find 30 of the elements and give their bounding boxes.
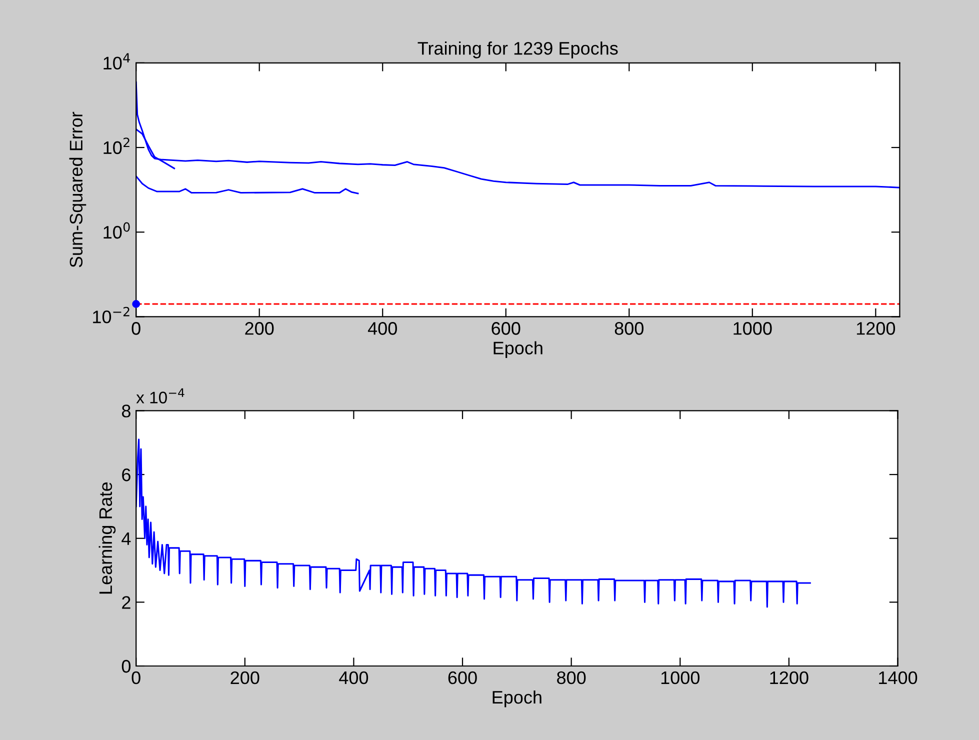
text: x 10$^{−4}$	[136, 388, 184, 404]
x-tick-label: 1000	[661, 671, 700, 684]
x-tick-label: 1000	[734, 322, 772, 335]
y-tick-label: 10$^{4}$	[104, 53, 130, 70]
y-axis-title: Learning Rate	[98, 482, 116, 594]
x-tick-label: 800	[614, 322, 644, 335]
chart-title: Training for 1239 Epochs	[418, 41, 618, 58]
y-tick-label: 0	[122, 660, 131, 673]
y-tick-label: 10$^{2}$	[104, 138, 130, 154]
y-tick-label: 8	[122, 404, 130, 418]
y-axis-title: Sum-Squared Error	[69, 112, 86, 268]
x-axis-title: Epoch	[494, 341, 542, 358]
x-tick-label: 600	[492, 322, 520, 335]
y-tick-label: 2	[122, 596, 130, 609]
y-tick-label: 4	[122, 532, 131, 545]
x-tick-label: 0	[132, 671, 140, 684]
x-tick-label: 0	[132, 322, 140, 335]
y-tick-label: 6	[122, 468, 130, 482]
x-tick-label: 400	[339, 671, 368, 684]
x-tick-label: 200	[230, 671, 260, 684]
x-tick-label: 1400	[879, 671, 918, 684]
x-tick-label: 1200	[770, 671, 808, 684]
x-tick-label: 400	[368, 322, 397, 335]
y-tick-label: 10$^{−2}$	[93, 306, 130, 324]
x-tick-label: 800	[557, 671, 586, 684]
x-tick-label: 200	[245, 322, 274, 335]
y-tick-label: 10$^{0}$	[104, 222, 130, 239]
x-tick-label: 1200	[856, 322, 896, 335]
x-tick-label: 600	[448, 671, 477, 684]
x-axis-title: Epoch	[492, 690, 542, 708]
